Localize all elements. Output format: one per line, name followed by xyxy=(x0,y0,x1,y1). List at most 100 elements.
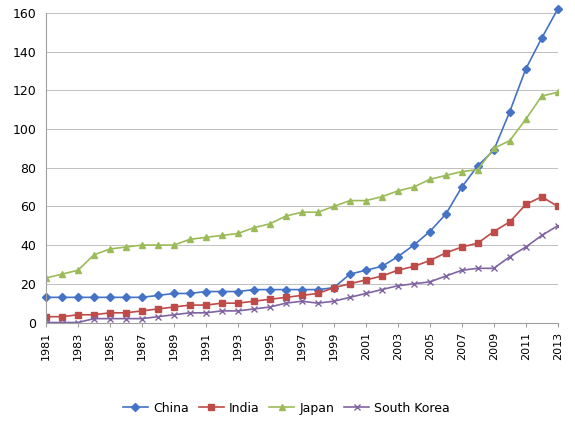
India xyxy=(538,194,545,200)
India xyxy=(90,312,97,317)
Line: Japan: Japan xyxy=(43,89,561,282)
India xyxy=(331,285,338,290)
Japan xyxy=(378,194,385,200)
China xyxy=(442,212,449,217)
South Korea xyxy=(507,254,513,259)
South Korea xyxy=(538,233,545,238)
China xyxy=(427,229,434,234)
South Korea xyxy=(59,320,66,325)
Japan xyxy=(235,231,242,236)
China xyxy=(490,148,497,153)
Japan xyxy=(106,246,113,252)
India xyxy=(122,310,129,316)
Japan xyxy=(474,167,481,172)
India xyxy=(155,306,162,311)
China xyxy=(202,289,209,294)
South Korea xyxy=(186,310,193,316)
India xyxy=(362,277,369,283)
China xyxy=(266,287,273,292)
South Korea xyxy=(90,316,97,321)
China xyxy=(538,36,545,41)
South Korea xyxy=(442,273,449,279)
Japan xyxy=(218,233,225,238)
South Korea xyxy=(106,316,113,321)
South Korea xyxy=(315,301,321,306)
Japan xyxy=(202,235,209,240)
India xyxy=(442,250,449,255)
Japan xyxy=(186,237,193,242)
China xyxy=(507,109,513,114)
India xyxy=(554,204,561,209)
Japan xyxy=(522,117,529,122)
Japan xyxy=(538,94,545,99)
China xyxy=(139,295,145,300)
China xyxy=(378,264,385,269)
China xyxy=(75,295,82,300)
Japan xyxy=(394,188,401,194)
South Korea xyxy=(43,320,49,325)
India xyxy=(282,295,289,300)
India xyxy=(507,219,513,224)
India xyxy=(186,303,193,308)
India xyxy=(75,312,82,317)
Japan xyxy=(442,173,449,178)
South Korea xyxy=(266,304,273,310)
Legend: China, India, Japan, South Korea: China, India, Japan, South Korea xyxy=(118,397,455,420)
South Korea xyxy=(122,316,129,321)
South Korea xyxy=(411,281,417,286)
Japan xyxy=(554,90,561,95)
South Korea xyxy=(554,223,561,228)
Japan xyxy=(282,214,289,218)
India xyxy=(522,202,529,207)
South Korea xyxy=(155,314,162,319)
India xyxy=(59,314,66,319)
South Korea xyxy=(362,291,369,296)
Line: India: India xyxy=(43,194,561,319)
Line: South Korea: South Korea xyxy=(43,222,561,326)
China xyxy=(106,295,113,300)
Japan xyxy=(362,198,369,203)
Japan xyxy=(507,138,513,143)
China xyxy=(186,291,193,296)
India xyxy=(43,314,49,319)
South Korea xyxy=(331,298,338,304)
China xyxy=(59,295,66,300)
China xyxy=(282,287,289,292)
China xyxy=(394,254,401,259)
Japan xyxy=(90,252,97,257)
Japan xyxy=(122,244,129,249)
India xyxy=(235,301,242,306)
India xyxy=(458,244,465,249)
Japan xyxy=(458,169,465,174)
China xyxy=(522,66,529,71)
Japan xyxy=(315,210,321,215)
China xyxy=(298,287,305,292)
India xyxy=(490,229,497,234)
Japan xyxy=(411,184,417,190)
China xyxy=(251,287,258,292)
Japan xyxy=(427,177,434,182)
South Korea xyxy=(458,267,465,273)
India xyxy=(474,241,481,246)
China xyxy=(122,295,129,300)
South Korea xyxy=(218,308,225,313)
India xyxy=(266,297,273,302)
India xyxy=(378,273,385,279)
India xyxy=(394,267,401,273)
South Korea xyxy=(75,320,82,325)
South Korea xyxy=(202,310,209,316)
Japan xyxy=(346,198,353,203)
China xyxy=(411,243,417,248)
South Korea xyxy=(298,298,305,304)
Japan xyxy=(155,243,162,248)
China xyxy=(43,295,49,300)
China xyxy=(218,289,225,294)
China xyxy=(362,267,369,273)
South Korea xyxy=(490,266,497,271)
India xyxy=(170,304,177,310)
Japan xyxy=(266,221,273,226)
India xyxy=(427,258,434,263)
Japan xyxy=(331,204,338,209)
India xyxy=(251,298,258,304)
China xyxy=(331,285,338,290)
